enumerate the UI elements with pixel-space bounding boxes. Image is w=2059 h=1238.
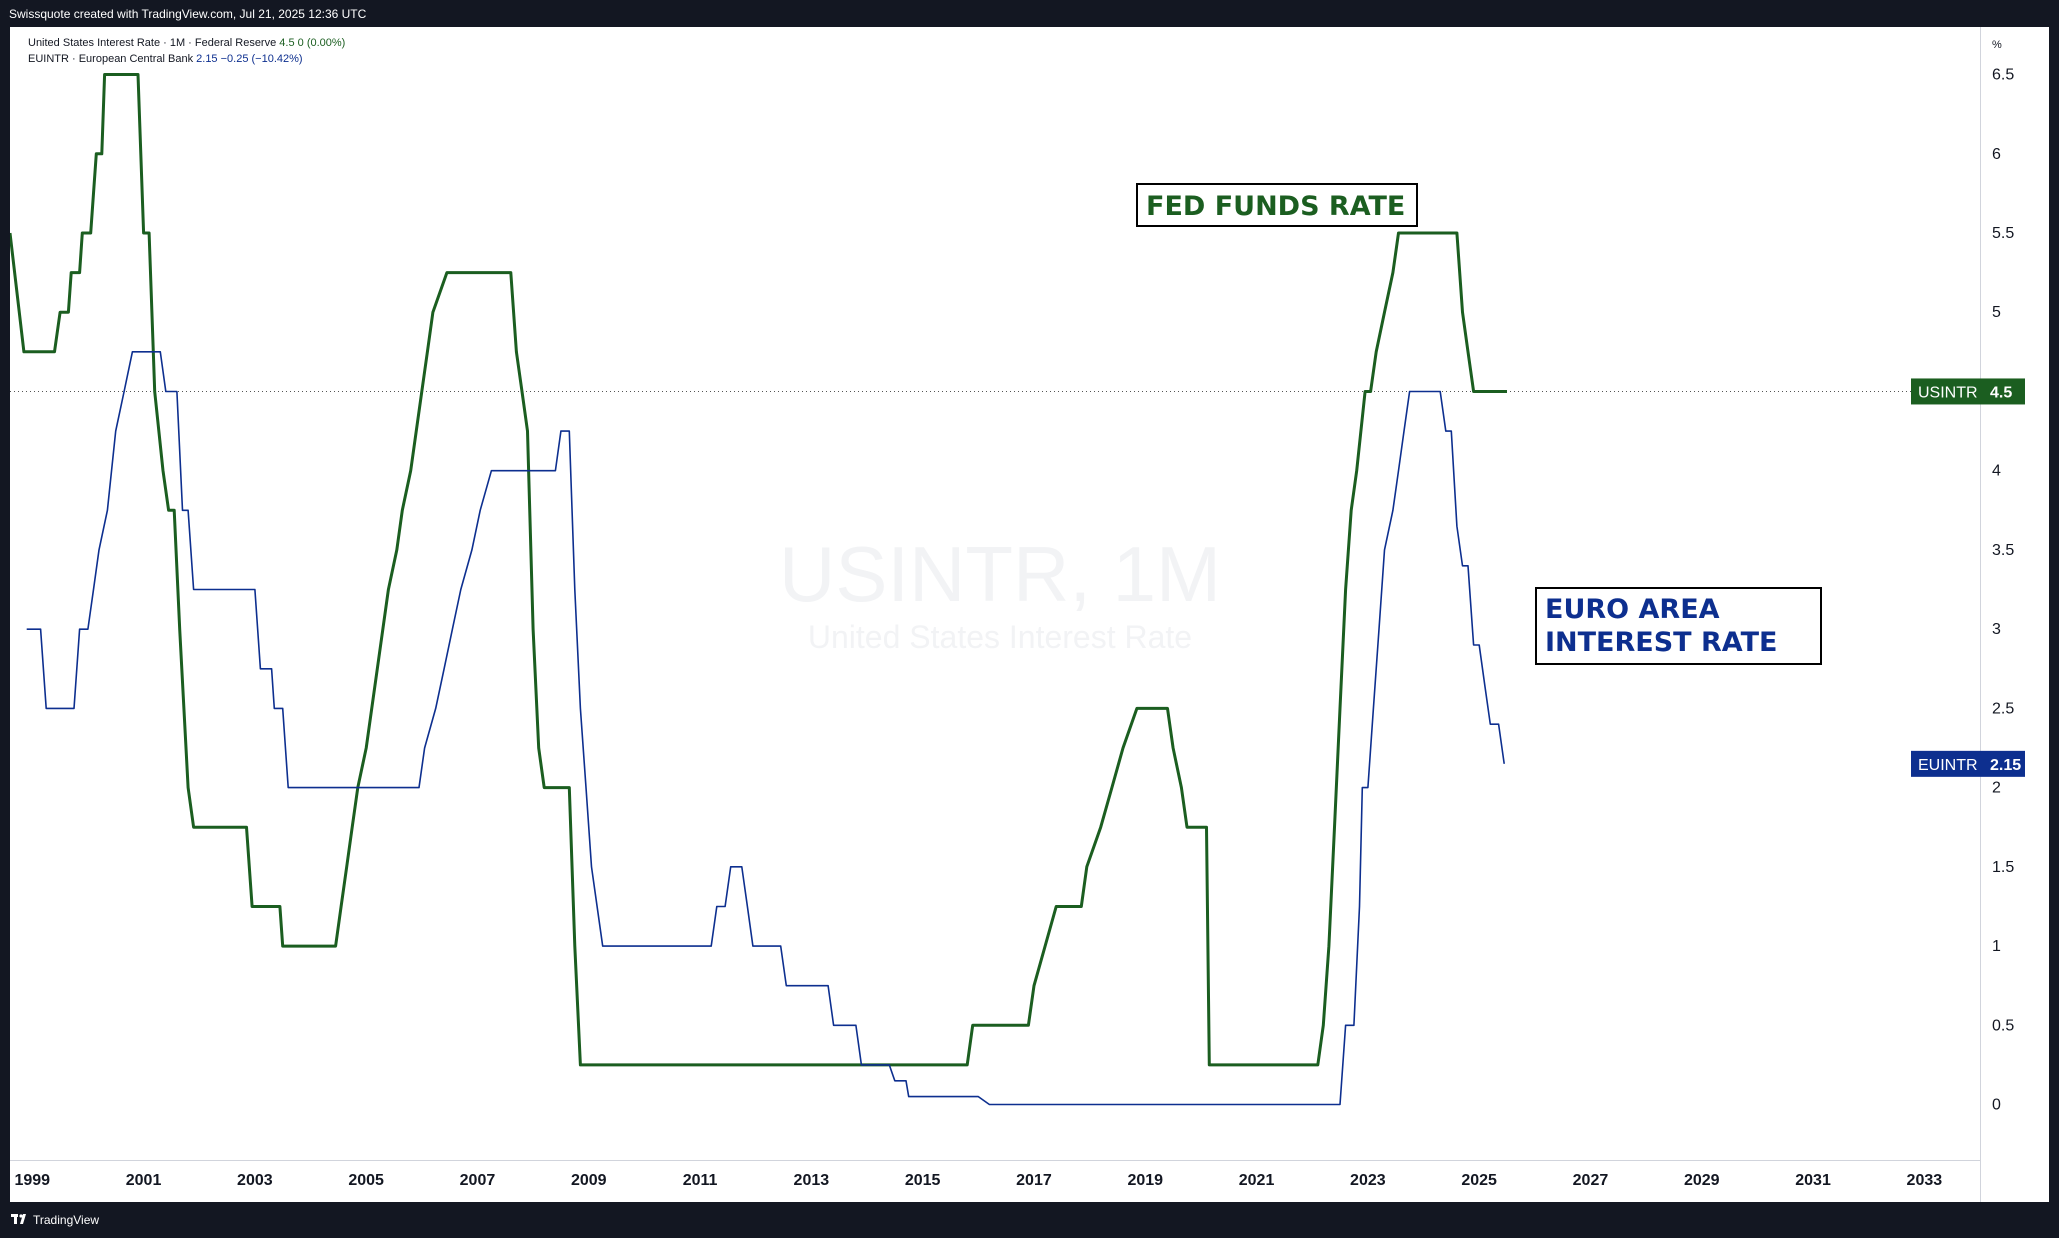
y-tick-label-1: 0.5: [1992, 1017, 2014, 1034]
euro-rate-annotation[interactable]: EURO AREA INTEREST RATE: [1535, 587, 1822, 665]
x-tick-label-2: 2003: [237, 1172, 273, 1189]
y-tick-label-7: 3.5: [1992, 542, 2014, 559]
price-label-us[interactable]: USINTR 4.5: [1911, 378, 2025, 405]
legend-us-change: 0 (0.00%): [297, 37, 346, 49]
legend: United States Interest Rate · 1M · Feder…: [28, 35, 345, 67]
y-tick-label-3: 1.5: [1992, 859, 2014, 876]
price-label-bg-eu: [1911, 750, 2025, 777]
x-tick-label-4: 2007: [460, 1172, 496, 1189]
y-tick-label-5: 2.5: [1992, 700, 2014, 717]
x-tick-label-14: 2027: [1573, 1172, 1609, 1189]
x-tick-label-7: 2013: [794, 1172, 830, 1189]
tradingview-brand: TradingView: [33, 1213, 100, 1227]
legend-us[interactable]: United States Interest Rate · 1M · Feder…: [28, 35, 345, 51]
x-tick-label-5: 2009: [571, 1172, 607, 1189]
legend-us-name: United States Interest Rate · 1M · Feder…: [28, 37, 277, 49]
series-line-usintr: [10, 73, 1507, 1067]
y-tick-label-11: 5.5: [1992, 225, 2014, 242]
y-tick-label-6: 3: [1992, 621, 2001, 638]
price-label-value-us: 4.5: [1990, 384, 2012, 401]
chart-credit: Swissquote created with TradingView.com,…: [9, 7, 367, 21]
price-label-value-eu: 2.15: [1990, 757, 2021, 774]
y-tick-label-0: 0: [1992, 1097, 2001, 1114]
x-tick-label-10: 2019: [1127, 1172, 1163, 1189]
price-label-name-us: USINTR: [1918, 384, 1978, 401]
tradingview-logo-icon: [11, 1214, 26, 1224]
legend-eu[interactable]: EUINTR · European Central Bank 2.15 −0.2…: [28, 51, 345, 67]
top-bar: Swissquote created with TradingView.com,…: [0, 0, 2059, 27]
price-label-bg-us: [1911, 378, 2025, 405]
legend-eu-change: −0.25 (−10.42%): [220, 53, 303, 65]
legend-eu-name: EUINTR · European Central Bank: [28, 53, 194, 65]
x-tick-label-6: 2011: [683, 1172, 718, 1189]
price-label-name-eu: EUINTR: [1918, 757, 1978, 774]
x-tick-label-12: 2023: [1350, 1172, 1386, 1189]
x-tick-label-17: 2033: [1907, 1172, 1943, 1189]
y-axis-unit: %: [1992, 39, 2002, 51]
x-tick-label-0: 1999: [14, 1172, 50, 1189]
y-tick-label-2: 1: [1992, 938, 2001, 955]
x-tick-label-1: 2001: [126, 1172, 162, 1189]
x-tick-label-15: 2029: [1684, 1172, 1720, 1189]
line-chart[interactable]: % 0 0.5 1 1.5 2 2.5 3 3.5 4 4.5 5 5.5 6 6.5 1999 2001 200…: [10, 27, 2049, 1202]
x-tick-label-13: 2025: [1461, 1172, 1497, 1189]
x-tick-label-8: 2015: [905, 1172, 941, 1189]
bottom-bar: TradingView: [0, 1202, 2059, 1238]
y-tick-label-8: 4: [1992, 463, 2001, 480]
series-line-euintr: [26, 351, 1505, 1106]
y-tick-label-4: 2: [1992, 780, 2001, 797]
fed-funds-annotation[interactable]: FED FUNDS RATE: [1136, 183, 1418, 227]
legend-us-value: 4.5: [279, 37, 295, 49]
x-tick-label-9: 2017: [1016, 1172, 1052, 1189]
y-tick-label-12: 6: [1992, 146, 2001, 163]
price-label-eu[interactable]: EUINTR 2.15: [1911, 750, 2025, 777]
y-tick-label-10: 5: [1992, 304, 2001, 321]
legend-eu-value: 2.15: [196, 53, 218, 65]
chart-frame[interactable]: % 0 0.5 1 1.5 2 2.5 3 3.5 4 4.5 5 5.5 6 6.5 1999 2001 200…: [10, 27, 2049, 1202]
x-tick-label-11: 2021: [1239, 1172, 1275, 1189]
euro-annotation-line2: INTEREST RATE: [1545, 627, 1778, 658]
y-tick-label-13: 6.5: [1992, 67, 2014, 84]
x-tick-label-3: 2005: [348, 1172, 384, 1189]
x-tick-label-16: 2031: [1795, 1172, 1831, 1189]
euro-annotation-line1: EURO AREA: [1545, 594, 1720, 625]
